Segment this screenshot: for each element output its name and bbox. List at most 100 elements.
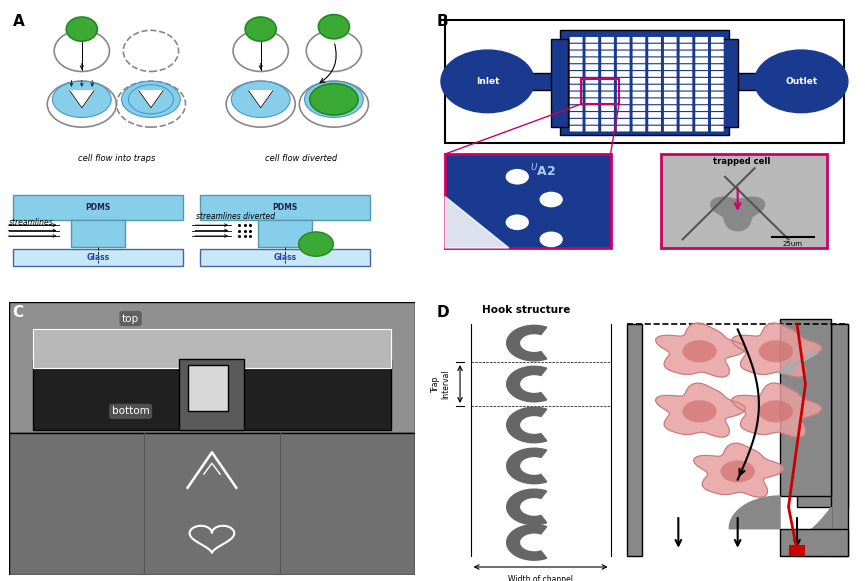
Polygon shape xyxy=(729,496,780,529)
FancyBboxPatch shape xyxy=(617,51,630,56)
FancyBboxPatch shape xyxy=(695,125,708,131)
FancyBboxPatch shape xyxy=(680,44,692,49)
Ellipse shape xyxy=(304,81,363,117)
FancyBboxPatch shape xyxy=(9,302,415,433)
FancyBboxPatch shape xyxy=(664,64,676,70)
FancyBboxPatch shape xyxy=(570,119,582,125)
Text: A: A xyxy=(13,15,24,30)
FancyBboxPatch shape xyxy=(695,92,708,97)
FancyBboxPatch shape xyxy=(664,119,676,125)
FancyBboxPatch shape xyxy=(632,64,645,70)
FancyBboxPatch shape xyxy=(648,58,661,63)
FancyBboxPatch shape xyxy=(680,71,692,77)
FancyBboxPatch shape xyxy=(711,44,724,49)
Circle shape xyxy=(759,400,793,422)
FancyBboxPatch shape xyxy=(680,112,692,118)
FancyBboxPatch shape xyxy=(560,30,729,135)
FancyBboxPatch shape xyxy=(601,112,614,118)
FancyBboxPatch shape xyxy=(711,92,724,97)
FancyBboxPatch shape xyxy=(33,329,391,368)
FancyBboxPatch shape xyxy=(648,37,661,42)
FancyBboxPatch shape xyxy=(632,92,645,97)
FancyBboxPatch shape xyxy=(648,119,661,125)
FancyBboxPatch shape xyxy=(695,105,708,111)
FancyBboxPatch shape xyxy=(617,105,630,111)
FancyBboxPatch shape xyxy=(695,64,708,70)
FancyBboxPatch shape xyxy=(601,105,614,111)
FancyBboxPatch shape xyxy=(680,64,692,70)
Ellipse shape xyxy=(129,85,173,114)
Polygon shape xyxy=(507,489,547,525)
FancyBboxPatch shape xyxy=(586,105,599,111)
FancyBboxPatch shape xyxy=(617,119,630,125)
Circle shape xyxy=(441,50,535,113)
FancyBboxPatch shape xyxy=(617,112,630,118)
FancyBboxPatch shape xyxy=(586,44,599,49)
FancyBboxPatch shape xyxy=(680,37,692,42)
FancyBboxPatch shape xyxy=(617,64,630,70)
FancyBboxPatch shape xyxy=(632,112,645,118)
FancyBboxPatch shape xyxy=(617,85,630,91)
Circle shape xyxy=(759,340,793,363)
Text: PDMS: PDMS xyxy=(272,203,298,212)
FancyBboxPatch shape xyxy=(445,154,611,248)
Polygon shape xyxy=(139,91,163,107)
Polygon shape xyxy=(656,383,746,437)
Ellipse shape xyxy=(231,81,290,117)
FancyBboxPatch shape xyxy=(617,71,630,77)
FancyBboxPatch shape xyxy=(570,78,582,84)
FancyBboxPatch shape xyxy=(695,71,708,77)
FancyBboxPatch shape xyxy=(780,529,848,556)
FancyBboxPatch shape xyxy=(695,37,708,42)
FancyBboxPatch shape xyxy=(664,58,676,63)
FancyBboxPatch shape xyxy=(601,125,614,131)
FancyBboxPatch shape xyxy=(617,98,630,104)
FancyBboxPatch shape xyxy=(586,71,599,77)
FancyBboxPatch shape xyxy=(586,98,599,104)
FancyBboxPatch shape xyxy=(601,92,614,97)
Polygon shape xyxy=(507,366,547,402)
FancyBboxPatch shape xyxy=(570,51,582,56)
Text: $^U$A2: $^U$A2 xyxy=(530,163,556,179)
FancyBboxPatch shape xyxy=(570,112,582,118)
FancyBboxPatch shape xyxy=(695,85,708,91)
FancyBboxPatch shape xyxy=(601,51,614,56)
Circle shape xyxy=(754,50,848,113)
FancyBboxPatch shape xyxy=(695,98,708,104)
Polygon shape xyxy=(445,196,509,248)
Text: 25um: 25um xyxy=(783,241,803,247)
FancyBboxPatch shape xyxy=(586,112,599,118)
Text: Trap
Interval: Trap Interval xyxy=(432,370,451,399)
FancyBboxPatch shape xyxy=(632,78,645,84)
Ellipse shape xyxy=(540,232,563,247)
FancyBboxPatch shape xyxy=(680,125,692,131)
FancyBboxPatch shape xyxy=(711,37,724,42)
Text: cell flow into traps: cell flow into traps xyxy=(78,154,155,163)
FancyBboxPatch shape xyxy=(570,105,582,111)
FancyBboxPatch shape xyxy=(601,71,614,77)
FancyBboxPatch shape xyxy=(721,39,738,127)
FancyBboxPatch shape xyxy=(711,85,724,91)
FancyBboxPatch shape xyxy=(711,125,724,131)
FancyBboxPatch shape xyxy=(695,112,708,118)
FancyBboxPatch shape xyxy=(712,73,763,90)
FancyBboxPatch shape xyxy=(570,92,582,97)
Polygon shape xyxy=(656,323,746,377)
Polygon shape xyxy=(248,91,272,107)
FancyBboxPatch shape xyxy=(617,92,630,97)
FancyBboxPatch shape xyxy=(601,119,614,125)
FancyBboxPatch shape xyxy=(664,71,676,77)
Ellipse shape xyxy=(122,81,180,117)
Circle shape xyxy=(682,400,717,422)
FancyBboxPatch shape xyxy=(664,92,676,97)
FancyBboxPatch shape xyxy=(648,92,661,97)
FancyBboxPatch shape xyxy=(648,98,661,104)
FancyBboxPatch shape xyxy=(664,37,676,42)
FancyBboxPatch shape xyxy=(680,51,692,56)
Polygon shape xyxy=(507,448,547,484)
Text: Outlet: Outlet xyxy=(785,77,817,86)
FancyBboxPatch shape xyxy=(586,37,599,42)
FancyBboxPatch shape xyxy=(780,318,831,496)
Polygon shape xyxy=(507,525,547,560)
FancyBboxPatch shape xyxy=(664,105,676,111)
